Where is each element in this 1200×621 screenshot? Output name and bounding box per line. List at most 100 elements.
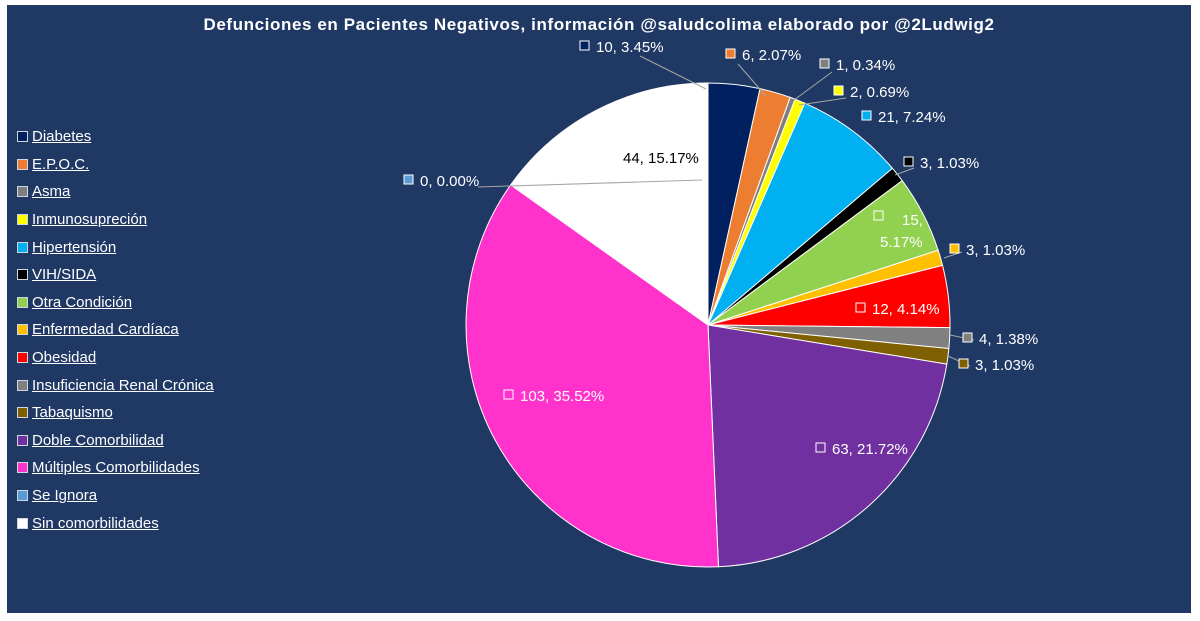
label-swatch (873, 210, 884, 221)
chart-title: Defunciones en Pacientes Negativos, info… (203, 15, 995, 34)
legend-item: Enfermedad Cardíaca (17, 316, 214, 344)
legend-swatch (17, 131, 28, 143)
legend-item: E.P.O.C. (17, 151, 214, 179)
data-label: 0, 0.00% (403, 173, 479, 190)
legend-swatch (17, 241, 28, 253)
legend-swatch (17, 158, 28, 170)
pie-slice (509, 82, 709, 326)
label-text: 63, 21.72% (832, 441, 908, 458)
legend-label: Sin comorbilidades (32, 514, 159, 532)
legend-label: Insuficiencia Renal Crónica (32, 376, 214, 394)
label-text: 44, 15.17% (623, 150, 699, 167)
legend-item: Hipertensión (17, 233, 214, 261)
legend-swatch (17, 490, 28, 502)
legend-swatch (17, 296, 28, 308)
legend-swatch (17, 517, 28, 529)
label-swatch (958, 358, 969, 369)
label-text: 1, 0.34% (836, 57, 895, 74)
pie-slice (465, 184, 720, 568)
label-swatch (855, 302, 866, 313)
legend-swatch (17, 407, 28, 419)
leader-line (639, 55, 707, 90)
label-swatch (819, 58, 830, 69)
legend-label: Diabetes (32, 128, 92, 146)
legend-label: Doble Comorbilidad (32, 431, 164, 449)
legend-item: Tabaquismo (17, 399, 214, 427)
label-text: 21, 7.24% (878, 109, 946, 126)
legend-item: Insuficiencia Renal Crónica (17, 371, 214, 399)
legend-item: Se Ignora (17, 482, 214, 510)
legend-label: Otra Condición (32, 293, 133, 311)
leader-line (798, 97, 847, 106)
legend-item: Diabetes (17, 123, 214, 151)
legend-label: Inmunosupreción (32, 211, 148, 229)
legend-label: Tabaquismo (32, 404, 113, 422)
legend-swatch (17, 214, 28, 226)
label-swatch (861, 110, 872, 121)
label-swatch (403, 174, 414, 185)
legend-swatch (17, 462, 28, 474)
label-swatch (815, 442, 826, 453)
legend-item: Obesidad (17, 344, 214, 372)
data-label: 21, 7.24% (861, 109, 946, 126)
label-text: 2, 0.69% (850, 84, 909, 101)
data-label: 6, 2.07% (725, 47, 801, 64)
label-swatch (503, 389, 514, 400)
label-swatch (833, 85, 844, 96)
label-swatch (962, 332, 973, 343)
data-label: 63, 21.72% (815, 441, 908, 458)
label-text: 0, 0.00% (420, 173, 479, 190)
label-text: 4, 1.38% (979, 331, 1038, 348)
label-swatch (725, 48, 736, 59)
legend-label: Enfermedad Cardíaca (32, 321, 179, 339)
legend-swatch (17, 186, 28, 198)
label-text: 12, 4.14% (872, 301, 940, 318)
label-text: 15, (902, 212, 923, 229)
legend-item: Asma (17, 178, 214, 206)
label-text: 10, 3.45% (596, 39, 664, 56)
leader-line (737, 63, 767, 97)
legend-label: E.P.O.C. (32, 155, 90, 173)
label-text: 3, 1.03% (966, 242, 1025, 259)
label-text: 3, 1.03% (920, 155, 979, 172)
leader-line (793, 71, 833, 101)
legend-swatch (17, 324, 28, 336)
legend-label: Se Ignora (32, 487, 98, 505)
data-label: 44, 15.17% (623, 150, 699, 167)
legend-item: Sin comorbilidades (17, 509, 214, 537)
legend-item: VIH/SIDA (17, 261, 214, 289)
label-text: 6, 2.07% (742, 47, 801, 64)
data-label: 2, 0.69% (833, 84, 909, 101)
label-text: 103, 35.52% (520, 388, 604, 405)
legend-item: Múltiples Comorbilidades (17, 454, 214, 482)
legend-label: Hipertensión (32, 238, 117, 256)
legend-label: Obesidad (32, 349, 97, 367)
leader-line (894, 167, 915, 176)
legend-item: Inmunosupreción (17, 206, 214, 234)
data-label: 3, 1.03% (903, 155, 979, 172)
legend-item: Doble Comorbilidad (17, 427, 214, 455)
data-label: 1, 0.34% (819, 57, 895, 74)
data-label: 12, 4.14% (855, 301, 940, 318)
data-label: 103, 35.52% (503, 388, 604, 405)
legend-swatch (17, 379, 28, 391)
data-label: 10, 3.45% (579, 39, 664, 56)
pie-slice (707, 324, 948, 568)
data-label: 15, 5.17% (873, 210, 923, 251)
label-swatch (579, 40, 590, 51)
legend-swatch (17, 352, 28, 364)
data-label: 3, 1.03% (949, 242, 1025, 259)
label-swatch (949, 243, 960, 254)
legend-swatch (17, 434, 28, 446)
data-label: 4, 1.38% (962, 331, 1038, 348)
legend-item: Otra Condición (17, 289, 214, 317)
label-text: 5.17% (880, 234, 923, 251)
legend-label: Asma (32, 183, 71, 201)
label-text: 3, 1.03% (975, 357, 1034, 374)
data-label: 3, 1.03% (958, 357, 1034, 374)
leader-line (477, 179, 703, 188)
legend-swatch (17, 269, 28, 281)
chart-legend: Diabetes E.P.O.C. Asma Inmunosupreción Hiper… (17, 123, 214, 537)
legend-label: VIH/SIDA (32, 266, 97, 284)
